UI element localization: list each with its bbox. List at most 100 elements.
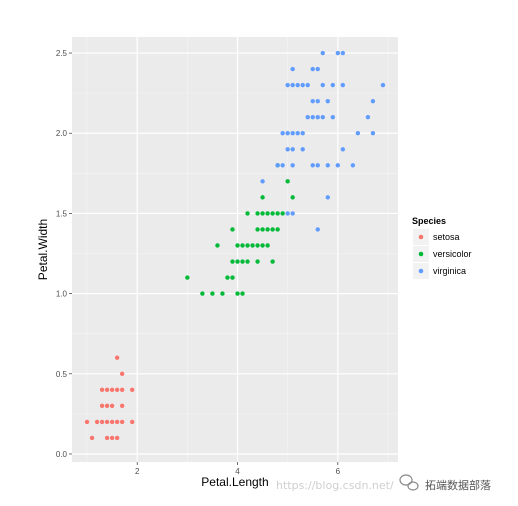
data-point-virginica (330, 82, 335, 88)
data-point-versicolor (230, 227, 235, 232)
y-tick-label: 1.5 (56, 209, 68, 218)
data-point-virginica (305, 114, 310, 120)
data-point-setosa (114, 419, 120, 425)
data-point-virginica (370, 98, 376, 104)
data-point-virginica (325, 195, 330, 200)
data-point-virginica (325, 98, 330, 104)
data-point-versicolor (260, 227, 265, 232)
data-point-virginica (280, 163, 285, 168)
data-point-virginica (320, 50, 325, 56)
data-point-versicolor (270, 259, 275, 264)
data-point-virginica (315, 163, 320, 168)
data-point-versicolor (245, 243, 250, 248)
data-point-virginica (335, 50, 341, 56)
data-point-virginica (260, 179, 265, 184)
data-point-versicolor (220, 291, 225, 296)
legend-marker-versicolor (418, 251, 424, 257)
data-point-versicolor (275, 211, 280, 216)
data-point-versicolor (265, 227, 270, 232)
data-point-virginica (340, 82, 346, 88)
data-point-virginica (285, 82, 290, 88)
data-point-versicolor (290, 195, 295, 200)
data-point-versicolor (270, 211, 275, 216)
wechat-icon (399, 474, 419, 491)
data-point-virginica (290, 211, 295, 216)
data-point-virginica (300, 147, 305, 152)
data-point-versicolor (185, 275, 190, 280)
data-point-versicolor (245, 211, 250, 216)
data-point-versicolor (235, 243, 240, 248)
data-point-versicolor (255, 211, 260, 216)
legend-title: Species (412, 216, 446, 226)
data-point-setosa (104, 403, 110, 409)
data-point-virginica (290, 66, 295, 72)
data-point-setosa (89, 435, 95, 441)
data-point-setosa (129, 387, 135, 393)
legend-label-virginica: virginica (433, 266, 466, 276)
watermark-url: https://blog.csdn.net/ (276, 479, 394, 492)
data-point-versicolor (270, 227, 275, 232)
data-point-virginica (310, 163, 315, 168)
data-point-virginica (310, 66, 315, 72)
data-point-virginica (285, 211, 290, 216)
x-tick-label: 6 (336, 467, 341, 476)
data-point-virginica (285, 131, 290, 136)
x-axis-title: Petal.Length (201, 475, 268, 489)
data-point-virginica (330, 114, 335, 120)
data-point-versicolor (240, 291, 245, 296)
data-point-setosa (114, 355, 120, 360)
data-point-virginica (325, 163, 330, 168)
data-point-setosa (129, 419, 135, 425)
data-point-setosa (119, 403, 125, 409)
data-point-virginica (300, 131, 305, 136)
data-point-setosa (109, 435, 115, 441)
data-point-versicolor (225, 275, 230, 280)
data-point-setosa (94, 419, 100, 425)
data-point-versicolor (245, 259, 250, 264)
data-points (84, 50, 386, 441)
data-point-virginica (315, 114, 320, 120)
data-point-virginica (340, 50, 346, 56)
data-point-setosa (99, 387, 105, 393)
data-point-setosa (114, 387, 120, 393)
data-point-versicolor (215, 243, 220, 248)
data-point-setosa (99, 403, 105, 409)
y-axis-ticks: 0.0 0.5 1.0 1.5 2.0 2.5 (56, 49, 72, 459)
grid-major (72, 37, 398, 462)
data-point-setosa (99, 419, 105, 425)
data-point-versicolor (200, 291, 205, 296)
data-point-setosa (109, 403, 115, 409)
data-point-virginica (380, 82, 386, 88)
data-point-versicolor (240, 243, 245, 248)
data-point-versicolor (255, 243, 260, 248)
legend-items: setosa versicolor virginica (413, 229, 472, 279)
data-point-setosa (109, 419, 115, 425)
data-point-setosa (109, 387, 115, 393)
y-tick-label: 0.5 (56, 370, 68, 379)
data-point-virginica (300, 82, 305, 88)
data-point-virginica (285, 147, 290, 152)
data-point-versicolor (260, 243, 265, 248)
data-point-setosa (119, 371, 125, 376)
data-point-versicolor (255, 259, 260, 264)
y-tick-label: 0.0 (56, 450, 68, 459)
data-point-virginica (305, 82, 310, 88)
data-point-setosa (84, 419, 90, 425)
data-point-virginica (290, 131, 295, 136)
data-point-setosa (104, 387, 110, 393)
data-point-virginica (290, 163, 295, 168)
data-point-virginica (290, 82, 295, 88)
data-point-versicolor (260, 211, 265, 216)
legend-marker-setosa (418, 234, 424, 240)
y-tick-label: 2.0 (56, 129, 68, 138)
data-point-versicolor (250, 243, 255, 248)
legend-label-versicolor: versicolor (433, 249, 472, 259)
data-point-virginica (335, 163, 341, 168)
data-point-versicolor (280, 211, 285, 216)
data-point-virginica (370, 131, 376, 136)
data-point-setosa (119, 419, 125, 425)
data-point-virginica (310, 114, 315, 120)
data-point-setosa (114, 435, 120, 441)
data-point-virginica (295, 82, 300, 88)
